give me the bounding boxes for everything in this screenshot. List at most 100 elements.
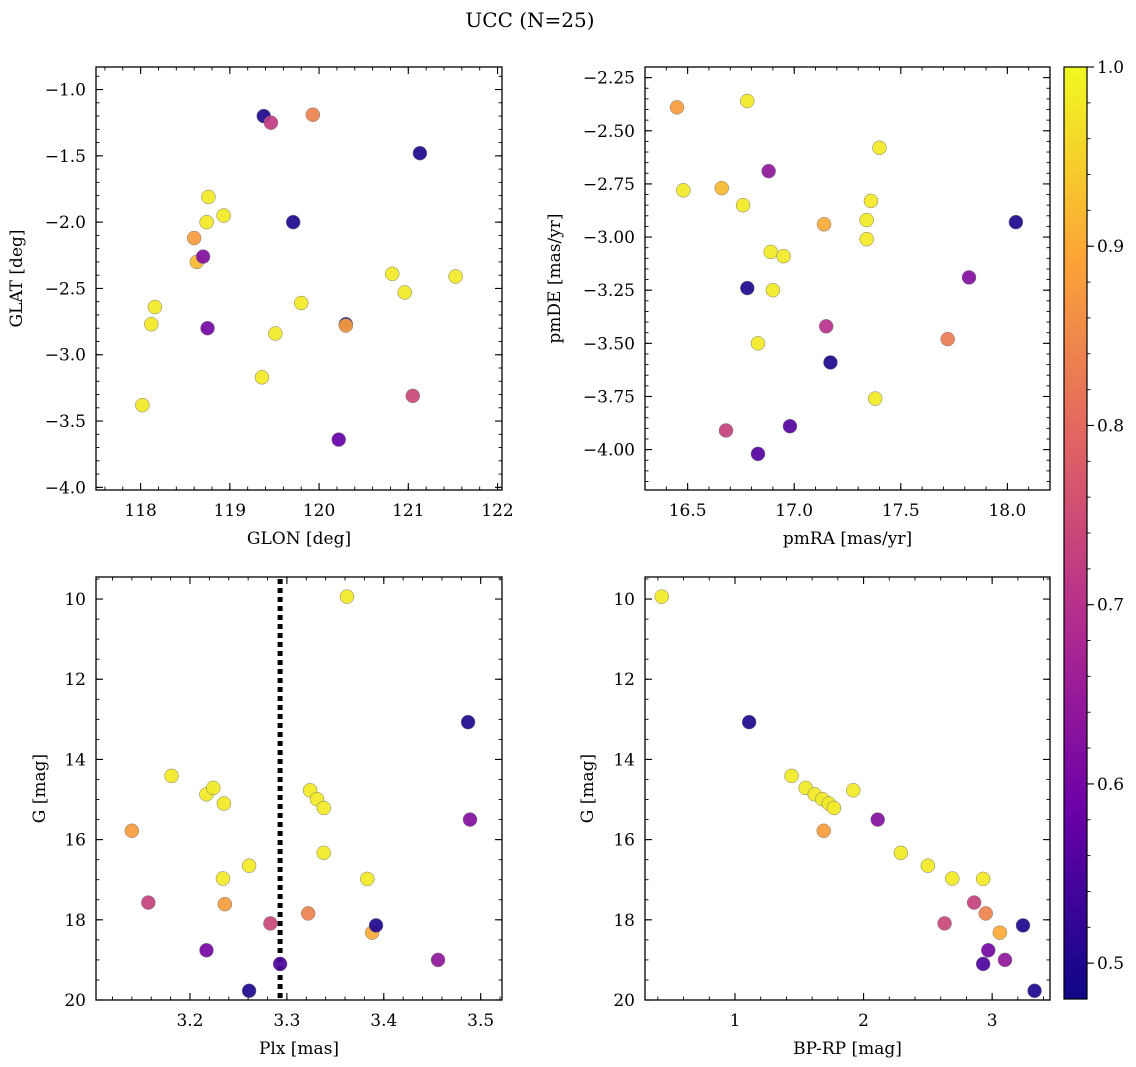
data-point — [823, 355, 838, 370]
data-point — [316, 800, 331, 816]
data-point — [305, 107, 321, 122]
y-tick-label: −3.00 — [583, 228, 635, 248]
x-axis-label: BP-RP [mag] — [793, 1039, 902, 1059]
x-axis-label: pmRA [mas/yr] — [783, 529, 912, 549]
y-axis-label: pmDE [mas/yr] — [545, 213, 565, 343]
y-tick-label: −3.50 — [583, 334, 635, 354]
data-point — [164, 768, 179, 784]
y-tick-label: 10 — [613, 590, 635, 610]
data-point — [144, 316, 159, 332]
x-tick-label: 16.5 — [669, 501, 707, 521]
data-point — [945, 871, 960, 886]
colorbar-tick-label: 0.5 — [1097, 954, 1124, 974]
y-tick-label: 12 — [613, 670, 635, 690]
data-point — [263, 115, 279, 130]
data-point — [654, 589, 669, 604]
y-tick-label: 14 — [64, 750, 86, 770]
scatter-panel-1: 118 119 120 121 122 −4.0 −3.5 −3.0 −2.5 −2.0 −1.5 −… — [7, 66, 514, 549]
data-point — [765, 282, 781, 298]
data-point — [331, 432, 346, 447]
data-point — [992, 925, 1008, 940]
x-tick-label: 17.0 — [775, 501, 813, 521]
data-point — [254, 370, 270, 385]
data-point — [205, 780, 221, 796]
data-point — [859, 212, 874, 228]
data-point — [940, 331, 955, 347]
colorbar: 0.5 0.6 0.7 0.8 0.9 1.0 — [1063, 58, 1124, 1000]
data-point — [846, 783, 861, 798]
y-axis-label: GLAT [deg] — [7, 229, 27, 327]
y-tick-label: −3.5 — [45, 412, 86, 432]
y-tick-label: −1.5 — [45, 147, 86, 167]
x-tick-label: 18.0 — [988, 501, 1026, 521]
colorbar-tick-label: 1.0 — [1097, 58, 1124, 78]
data-point — [201, 189, 216, 205]
data-point — [816, 217, 832, 232]
colorbar-tick-label: 0.9 — [1097, 237, 1124, 257]
figure-suptitle: UCC (N=25) — [465, 8, 594, 32]
data-point — [1027, 983, 1042, 999]
y-tick-label: 18 — [64, 911, 86, 931]
data-point — [215, 871, 231, 886]
data-point — [216, 796, 232, 811]
data-point — [872, 140, 887, 156]
data-point — [384, 266, 400, 282]
x-axis-label: Plx [mas] — [259, 1039, 339, 1059]
x-tick-label: 120 — [303, 501, 335, 521]
x-tick-label: 2 — [858, 1011, 869, 1031]
data-point — [216, 208, 231, 223]
data-point — [199, 943, 214, 958]
data-point — [1015, 918, 1031, 933]
y-tick-label: 14 — [613, 750, 635, 770]
data-point — [430, 952, 446, 968]
y-axis-label: G [mag] — [30, 754, 50, 823]
y-tick-label: −4.00 — [583, 441, 635, 461]
data-point — [763, 244, 779, 260]
data-point — [740, 280, 755, 296]
data-point — [368, 918, 384, 933]
y-tick-label: 16 — [64, 831, 86, 851]
plot-area — [644, 66, 1051, 491]
y-tick-label: −1.0 — [45, 81, 86, 101]
data-point — [241, 983, 257, 999]
x-tick-label: 119 — [214, 501, 246, 521]
y-tick-label: −3.25 — [583, 281, 635, 301]
data-point — [818, 319, 834, 334]
data-point — [268, 326, 283, 341]
data-point — [263, 916, 278, 931]
data-point — [740, 93, 755, 109]
data-point — [859, 231, 874, 247]
data-point — [141, 895, 156, 910]
data-point — [360, 871, 375, 887]
data-point — [676, 183, 691, 198]
y-tick-label: −3.75 — [583, 387, 635, 407]
y-tick-label: 18 — [613, 911, 635, 931]
data-point — [920, 858, 936, 873]
data-point — [735, 197, 751, 213]
y-tick-label: −2.0 — [45, 213, 86, 233]
data-point — [937, 916, 952, 931]
data-point — [272, 956, 288, 972]
scatter-panel-2: 16.5 17.0 17.5 18.0 −4.00 −3.75 −3.50 −3.25 −3.0… — [545, 66, 1051, 549]
data-point — [714, 180, 729, 196]
x-tick-label: 1 — [730, 1011, 741, 1031]
scatter-panel-3: 3.2 3.3 3.4 3.5 10 12 14 16 18 20 Plx [mas] G [mag] — [30, 576, 503, 1059]
data-point — [316, 845, 331, 861]
data-point — [1008, 214, 1024, 230]
data-point — [199, 214, 214, 230]
plot-area — [95, 66, 503, 491]
y-axis-label: G [mag] — [578, 754, 598, 823]
data-point — [339, 589, 355, 604]
data-point — [975, 871, 991, 887]
data-point — [761, 163, 776, 179]
data-point — [750, 446, 766, 462]
y-tick-label: 20 — [64, 991, 86, 1011]
data-point — [784, 768, 799, 784]
data-point — [975, 956, 991, 972]
data-point — [718, 423, 734, 438]
data-point — [782, 418, 798, 434]
x-axis-label: GLON [deg] — [247, 529, 351, 549]
data-point — [750, 336, 766, 351]
y-tick-label: −2.5 — [45, 279, 86, 299]
x-tick-label: 3.5 — [467, 1011, 494, 1031]
